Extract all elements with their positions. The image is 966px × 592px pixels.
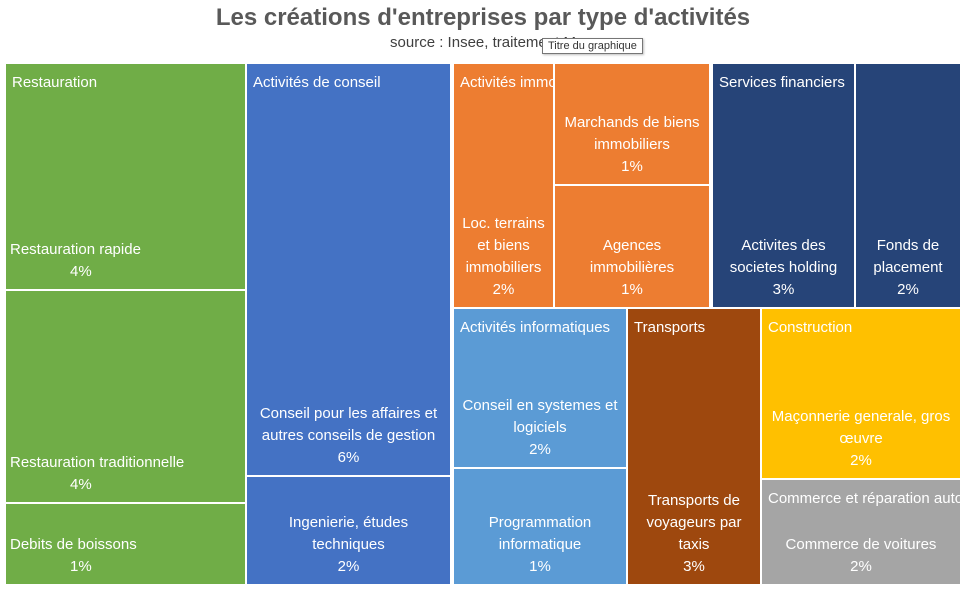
treemap-tile-agences-immobilieres: Agences immobilières 1% <box>553 184 711 309</box>
treemap-group-label: Activités informatiques <box>460 319 611 336</box>
treemap-item-label: Commerce de voitures <box>785 536 937 553</box>
treemap-group-label: Activités de conseil <box>253 74 381 91</box>
treemap-item-label: Programmation informatique <box>488 514 592 553</box>
treemap-tile-commerce-de-voitures: Commerce et réparation autos Commerce de … <box>760 478 962 586</box>
treemap-tile-programmation-informatique: Programmation informatique 1% <box>452 467 628 586</box>
treemap-item-label: Restauration traditionnelle <box>10 454 185 471</box>
treemap-tile-activites-des-societes-holding: Services financiers Activites des societe… <box>711 62 856 309</box>
treemap-item-value: 4% <box>70 476 92 493</box>
treemap-group-label: Transports <box>634 319 706 336</box>
treemap-item-label: Loc. terrains et biens immobiliers <box>462 215 545 276</box>
treemap-item-value: 1% <box>529 558 551 575</box>
treemap-item-value: 1% <box>621 158 643 175</box>
treemap-item-value: 1% <box>621 281 643 298</box>
treemap-tile-restauration-traditionnelle: Restauration traditionnelle 4% <box>4 289 247 504</box>
treemap-tile-marchands-de-biens-immobiliers: Marchands de biens immobiliers 1% <box>553 62 711 186</box>
treemap-item-label: Marchands de biens immobiliers <box>564 114 700 153</box>
treemap-tile-loc-terrains-et-biens-immobiliers: Activités immobilières Loc. terrains et b… <box>452 62 555 309</box>
treemap-tile-conseil-pour-les-affaires-et-autres-conseils-de-gestion: Activités de conseil Conseil pour les aff… <box>245 62 452 477</box>
treemap-item-value: 1% <box>70 558 92 575</box>
treemap-item-value: 2% <box>529 441 551 458</box>
chart-title: Les créations d'entreprises par type d'a… <box>215 4 751 31</box>
treemap-item-label: Agences immobilières <box>589 237 675 276</box>
treemap-item-label: Conseil en systemes et logiciels <box>462 397 618 436</box>
treemap-tile-restauration-rapide: Restauration Restauration rapide 4% <box>4 62 247 291</box>
treemap-tile-transports-de-voyageurs-par-taxis: Transports Transports de voyageurs par ta… <box>626 307 762 586</box>
treemap-item-value: 6% <box>337 449 360 466</box>
treemap-item-label: Activites des societes holding <box>729 237 838 276</box>
treemap-item-label: Conseil pour les affaires et autres cons… <box>259 405 438 444</box>
treemap-group-label: Activités immobilières <box>460 74 553 91</box>
treemap-item-value: 2% <box>850 558 872 575</box>
treemap-item-label: Transports de voyageurs par taxis <box>646 492 742 553</box>
treemap-item-value: 2% <box>337 558 360 575</box>
treemap-item-value: 2% <box>850 452 872 469</box>
chart-subtitle: source : Insee, traitement M <box>390 34 576 51</box>
treemap-item-label: Debits de boissons <box>10 536 137 553</box>
treemap-group-label: Restauration <box>12 74 98 91</box>
treemap-tile-ingenierie-etudes-techniques: Ingenierie, études techniques 2% <box>245 475 452 586</box>
treemap-tile-fonds-de-placement: Fonds de placement 2% <box>854 62 962 309</box>
treemap-tile-debits-de-boissons: Debits de boissons 1% <box>4 502 247 586</box>
chart-title-tooltip: Titre du graphique <box>542 38 643 54</box>
treemap-item-value: 4% <box>70 263 92 280</box>
treemap-group-label: Construction <box>768 319 853 336</box>
treemap-group-label: Services financiers <box>719 74 845 91</box>
treemap-item-value: 2% <box>492 281 515 298</box>
treemap-item-label: Maçonnerie generale, gros œuvre <box>771 408 951 447</box>
treemap-tile-conseil-en-systemes-et-logiciels: Activités informatiques Conseil en system… <box>452 307 628 469</box>
treemap-item-label: Restauration rapide <box>10 241 141 258</box>
treemap-group-label: Commerce et réparation autos <box>768 490 962 507</box>
treemap-item-label: Ingenierie, études techniques <box>288 514 409 553</box>
treemap-tile-maconnerie-generale-gros-uvre: Construction Maçonnerie generale, gros œu… <box>760 307 962 480</box>
treemap-item-label: Fonds de placement <box>873 237 943 276</box>
treemap-item-value: 2% <box>897 281 919 298</box>
treemap-item-value: 3% <box>683 558 705 575</box>
treemap-item-value: 3% <box>772 281 795 298</box>
